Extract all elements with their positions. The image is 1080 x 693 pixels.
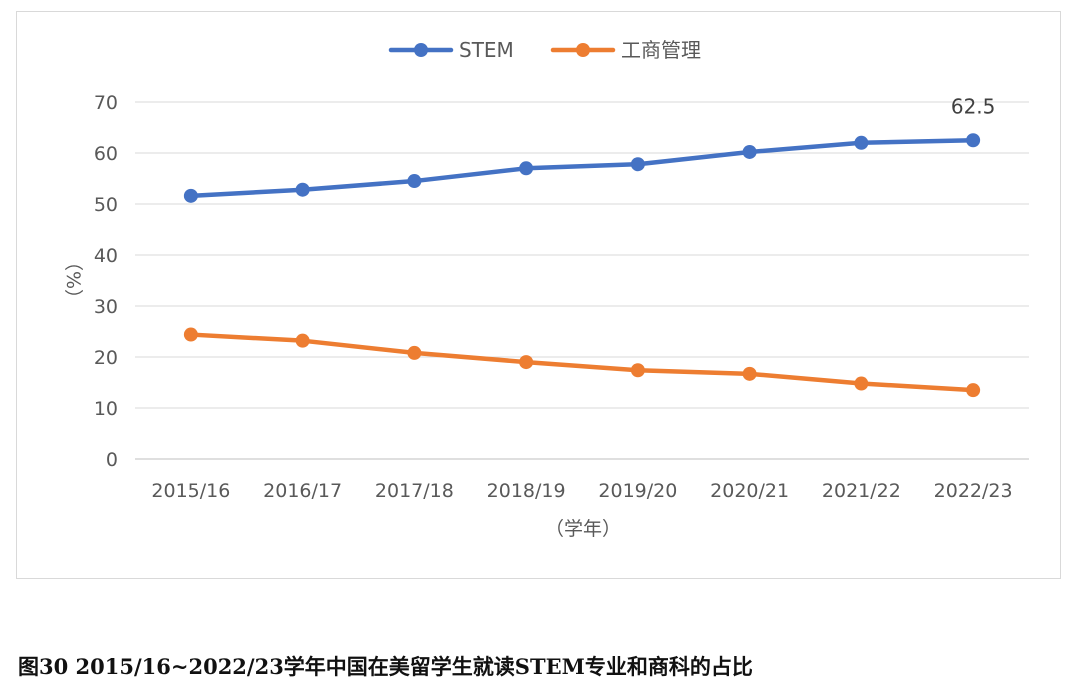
gridlines <box>135 101 1029 460</box>
legend-marker-2 <box>576 43 590 57</box>
data-point <box>407 345 422 360</box>
legend-marker-1 <box>414 43 428 57</box>
data-point <box>630 157 645 172</box>
data-point <box>966 133 981 148</box>
y-axis-title: （%） <box>62 252 84 308</box>
x-tick-label: 2016/17 <box>263 480 342 502</box>
data-point <box>295 182 310 197</box>
x-tick-label: 2015/16 <box>151 480 230 502</box>
data-point <box>742 144 757 159</box>
y-tick-label: 70 <box>94 92 118 114</box>
series-layer: 62.5 <box>183 94 996 398</box>
x-tick-label: 2022/23 <box>934 480 1013 502</box>
y-tick-label: 40 <box>94 245 118 267</box>
series-line-1 <box>188 138 976 199</box>
data-point <box>183 327 198 342</box>
legend-label-1: STEM <box>459 38 514 62</box>
figure-caption: 图30 2015/16~2022/23学年中国在美留学生就读STEM专业和商科的… <box>18 654 753 679</box>
data-point <box>519 161 534 176</box>
chart-frame: 0 10 20 30 40 50 60 70 2015/16 2016/17 2017/18 201… <box>16 11 1061 579</box>
data-point <box>295 333 310 348</box>
x-tick-label: 2017/18 <box>375 480 454 502</box>
y-tick-label: 30 <box>94 296 118 318</box>
x-tick-label: 2020/21 <box>710 480 789 502</box>
data-point <box>630 363 645 378</box>
data-point <box>854 135 869 150</box>
data-point <box>183 188 198 203</box>
data-point <box>519 355 534 370</box>
legend-label-2: 工商管理 <box>621 38 701 62</box>
y-tick-label: 60 <box>94 143 118 165</box>
y-tick-label: 0 <box>106 449 118 471</box>
data-point <box>742 366 757 381</box>
data-point <box>966 383 981 398</box>
y-tick-label: 10 <box>94 398 118 420</box>
legend: STEM 工商管理 <box>388 38 701 62</box>
data-point <box>854 376 869 391</box>
data-label: 62.5 <box>951 94 996 118</box>
x-tick-label: 2019/20 <box>598 480 677 502</box>
x-axis-ticks: 2015/16 2016/17 2017/18 2018/19 2019/20 2020/… <box>151 480 1012 502</box>
y-tick-label: 50 <box>94 194 118 216</box>
y-axis-ticks: 0 10 20 30 40 50 60 70 <box>94 92 118 471</box>
x-axis-title: （学年） <box>545 518 621 540</box>
series-line-2 <box>188 332 976 393</box>
data-point <box>407 174 422 189</box>
x-tick-label: 2021/22 <box>822 480 901 502</box>
x-tick-label: 2018/19 <box>487 480 566 502</box>
y-tick-label: 20 <box>94 347 118 369</box>
